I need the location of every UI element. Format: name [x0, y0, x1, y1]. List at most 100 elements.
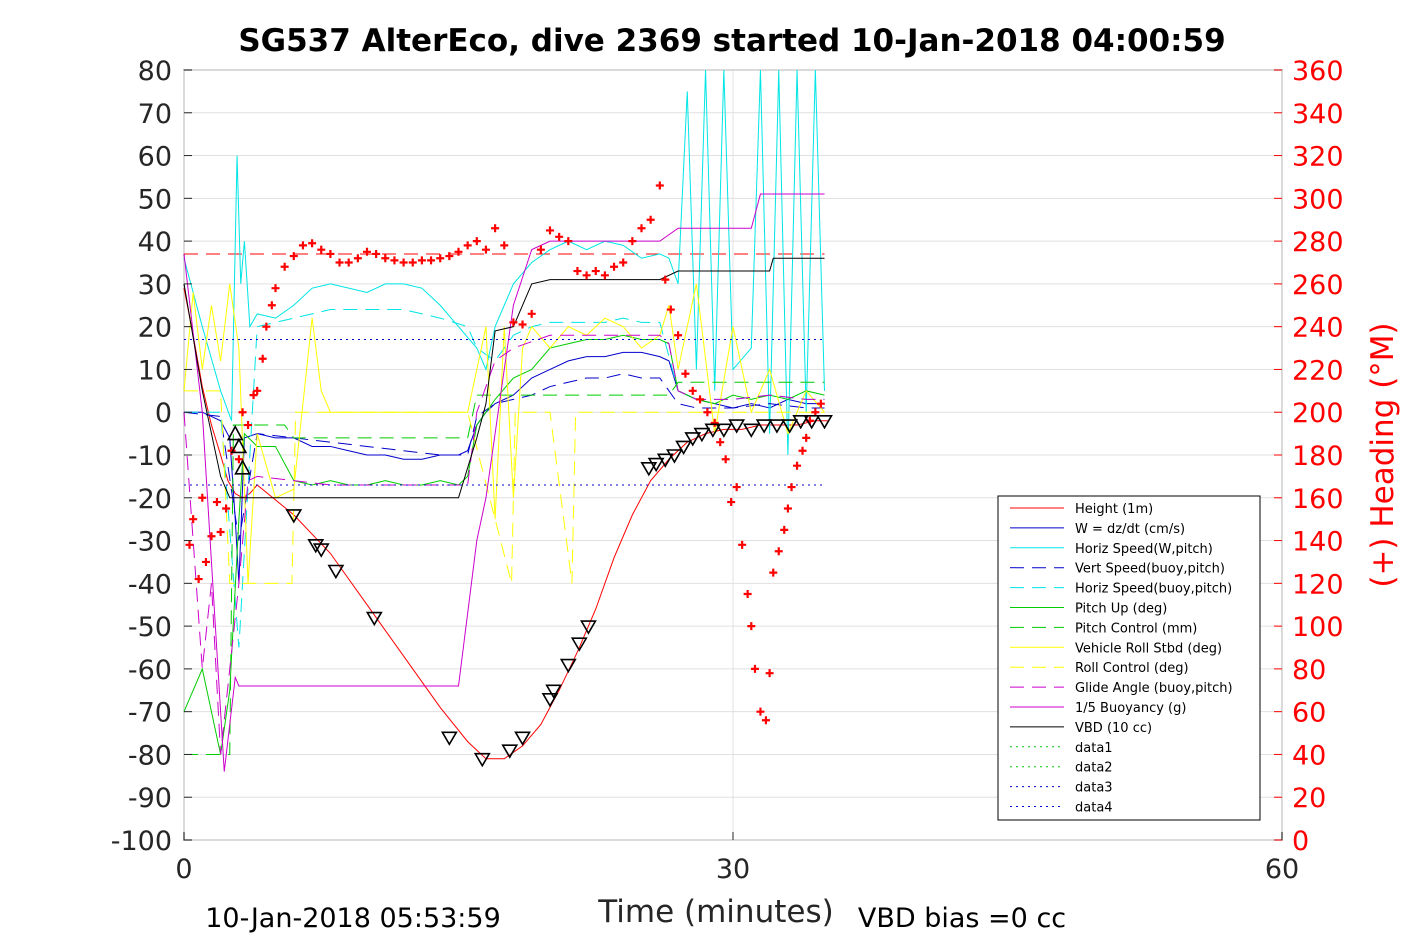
triangle-marker: [514, 731, 531, 746]
triangle-marker: [473, 752, 491, 768]
heading-point: [783, 504, 792, 513]
y-right-tick-label: 200: [1292, 398, 1344, 429]
triangle-marker: [640, 462, 658, 477]
heading-point: [619, 258, 628, 267]
heading-point: [363, 247, 371, 256]
triangle-marker: [327, 564, 345, 580]
triangle-marker: [728, 419, 746, 434]
heading-point: [610, 262, 619, 271]
triangle-marker: [285, 509, 303, 524]
legend-label-height: Height (1m): [1075, 502, 1153, 517]
series-line-pitch_up: [183, 334, 825, 755]
heading-point: [661, 275, 670, 284]
heading-point: [710, 418, 719, 427]
heading-point: [258, 354, 267, 363]
y-tick-label: 30: [138, 270, 172, 301]
heading-point: [408, 258, 417, 267]
heading-point: [481, 245, 490, 254]
heading-point: [253, 386, 262, 395]
triangle-marker: [675, 440, 692, 456]
heading-point: [655, 181, 664, 190]
triangle-marker: [545, 684, 563, 699]
triangle-marker: [307, 539, 325, 554]
y-right-tick-label: 340: [1292, 99, 1344, 130]
y-tick-label: -90: [128, 783, 172, 814]
y-right-tick-label: 0: [1292, 826, 1309, 857]
x-tick-label: 0: [175, 854, 192, 885]
triangle-marker: [656, 453, 674, 468]
legend-label-buoyancy: 1/5 Buoyancy (g): [1075, 701, 1186, 716]
y-right-tick-label: 100: [1292, 612, 1344, 643]
triangle-marker: [768, 419, 786, 434]
heading-point: [509, 318, 518, 327]
triangle-marker: [312, 543, 330, 558]
y-tick-label: 20: [138, 313, 172, 344]
legend-label-vbd: VBD (10 cc): [1075, 721, 1152, 736]
heading-point: [681, 369, 690, 378]
y-tick-label: 60: [138, 142, 172, 173]
triangle-marker: [440, 731, 458, 746]
legend-label-w: W = dz/dt (cm/s): [1075, 522, 1185, 537]
heading-point: [555, 232, 564, 241]
y-right-tick-label: 220: [1292, 355, 1344, 386]
legend-label-vert_buoy: Vert Speed(buoy,pitch): [1075, 562, 1225, 577]
heading-point: [674, 331, 683, 340]
y-tick-label: -30: [128, 527, 172, 558]
y-right-tick-label: 140: [1292, 527, 1344, 558]
heading-point: [732, 483, 741, 492]
heading-point: [390, 256, 399, 265]
y-right-tick-label: 80: [1292, 655, 1326, 686]
heading-point: [216, 528, 225, 536]
legend-label-data1: data1: [1075, 741, 1113, 756]
heading-point: [765, 669, 774, 678]
footer-timestamp: 10-Jan-2018 05:53:59: [205, 903, 501, 934]
footer-vbd-bias: VBD bias =0 cc: [858, 903, 1066, 934]
x-axis-label: Time (minutes): [597, 894, 833, 930]
heading-point: [582, 271, 591, 280]
heading-point: [372, 249, 381, 258]
heading-point: [738, 540, 747, 549]
y-tick-label: -50: [128, 612, 172, 643]
heading-point: [536, 245, 545, 254]
heading-point: [816, 399, 825, 408]
y-right-tick-label: 20: [1292, 783, 1326, 814]
legend-label-roll_ctrl: Roll Control (deg): [1075, 661, 1189, 676]
heading-point: [289, 252, 298, 261]
y-right-tick-label: 320: [1292, 142, 1344, 173]
y-tick-label: -60: [128, 655, 172, 686]
heading-point: [793, 461, 802, 470]
triangle-marker: [715, 423, 733, 438]
heading-point: [573, 267, 582, 276]
y-tick-label: 80: [138, 56, 172, 87]
heading-point: [727, 498, 736, 507]
heading-point: [546, 226, 554, 235]
triangle-marker: [559, 658, 577, 674]
heading-point: [353, 254, 362, 263]
heading-point: [198, 493, 207, 502]
heading-point: [802, 433, 811, 442]
heading-point: [234, 455, 243, 464]
chart-title: SG537 AlterEco, dive 2369 started 10-Jan…: [238, 23, 1225, 59]
heading-point: [472, 237, 481, 246]
heading-point: [227, 446, 236, 455]
triangle-marker: [666, 449, 683, 464]
heading-point: [756, 707, 765, 716]
y-right-tick-label: 60: [1292, 698, 1326, 729]
heading-point: [743, 590, 752, 599]
legend-label-pitch_ctrl: Pitch Control (mm): [1075, 621, 1197, 636]
heading-point: [222, 504, 231, 513]
heading-point: [787, 483, 796, 492]
y-right-tick-label: 120: [1292, 569, 1344, 600]
y-right-tick-label: 180: [1292, 441, 1344, 472]
legend-label-horiz_buoy: Horiz Speed(buoy,pitch): [1075, 582, 1232, 597]
heading-point: [249, 391, 258, 400]
triangle-marker: [230, 437, 248, 454]
heading-point: [666, 305, 675, 314]
heading-point: [335, 258, 344, 267]
axis-ticks: 80706050403020100-10-20-30-40-50-60-70-8…: [111, 56, 1344, 885]
y-tick-label: -70: [128, 698, 172, 729]
legend: Height (1m) W = dz/dt (cm/s) Horiz Speed(W…: [997, 495, 1261, 821]
triangle-marker: [704, 423, 722, 438]
heading-point: [381, 254, 390, 263]
